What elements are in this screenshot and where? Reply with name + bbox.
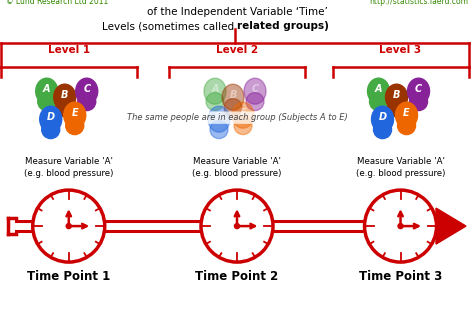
Ellipse shape: [208, 106, 230, 132]
Circle shape: [66, 116, 84, 135]
Text: © Lund Research Ltd 2011: © Lund Research Ltd 2011: [6, 0, 108, 6]
Text: Level 1: Level 1: [48, 45, 90, 55]
Circle shape: [374, 121, 392, 138]
Circle shape: [410, 93, 428, 111]
Circle shape: [210, 121, 228, 138]
Text: E: E: [403, 108, 410, 118]
Text: D: D: [46, 112, 55, 122]
Circle shape: [42, 121, 60, 138]
Text: The same people are in each group (Subjects A to E): The same people are in each group (Subje…: [127, 113, 347, 122]
Ellipse shape: [408, 78, 429, 104]
Circle shape: [234, 116, 252, 135]
Ellipse shape: [222, 84, 244, 110]
Text: E: E: [72, 108, 78, 118]
Ellipse shape: [204, 78, 226, 104]
Polygon shape: [436, 208, 466, 244]
Circle shape: [66, 224, 71, 229]
Text: Level 3: Level 3: [380, 45, 421, 55]
Ellipse shape: [244, 78, 266, 104]
Text: B: B: [229, 90, 237, 100]
Ellipse shape: [385, 84, 408, 110]
Text: Levels (sometimes called: Levels (sometimes called: [101, 21, 237, 31]
Circle shape: [370, 93, 388, 111]
Text: Measure Variable 'A'
(e.g. blood pressure): Measure Variable 'A' (e.g. blood pressur…: [356, 157, 445, 178]
Circle shape: [365, 190, 437, 262]
Circle shape: [33, 190, 105, 262]
Circle shape: [224, 99, 242, 116]
Text: C: C: [251, 84, 258, 94]
Text: of the Independent Variable ‘Time’: of the Independent Variable ‘Time’: [146, 7, 328, 17]
Circle shape: [235, 224, 239, 229]
Ellipse shape: [232, 102, 254, 128]
Text: A: A: [211, 84, 219, 94]
Text: Time Point 1: Time Point 1: [27, 270, 110, 283]
Circle shape: [246, 93, 264, 111]
Circle shape: [398, 116, 416, 135]
Ellipse shape: [64, 102, 86, 128]
Text: A: A: [43, 84, 50, 94]
Text: Measure Variable 'A'
(e.g. blood pressure): Measure Variable 'A' (e.g. blood pressur…: [24, 157, 113, 178]
Ellipse shape: [372, 106, 393, 132]
Text: Measure Variable 'A'
(e.g. blood pressure): Measure Variable 'A' (e.g. blood pressur…: [192, 157, 282, 178]
Text: related groups): related groups): [237, 21, 329, 31]
Circle shape: [201, 190, 273, 262]
Text: A: A: [375, 84, 382, 94]
Circle shape: [38, 93, 56, 111]
Circle shape: [398, 224, 403, 229]
Ellipse shape: [367, 78, 390, 104]
Ellipse shape: [395, 102, 418, 128]
Ellipse shape: [54, 84, 76, 110]
Text: B: B: [393, 90, 400, 100]
Circle shape: [388, 99, 406, 116]
Ellipse shape: [36, 78, 58, 104]
Ellipse shape: [40, 106, 62, 132]
Circle shape: [78, 93, 96, 111]
Text: E: E: [240, 108, 246, 118]
Text: B: B: [61, 90, 68, 100]
Text: Level 2: Level 2: [216, 45, 258, 55]
Text: Time Point 2: Time Point 2: [195, 270, 279, 283]
Circle shape: [206, 93, 224, 111]
Text: D: D: [378, 112, 387, 122]
Text: Time Point 3: Time Point 3: [359, 270, 442, 283]
Text: http://statistics.laerd.com: http://statistics.laerd.com: [369, 0, 468, 6]
Ellipse shape: [76, 78, 98, 104]
Circle shape: [56, 99, 74, 116]
Text: D: D: [215, 112, 223, 122]
Text: C: C: [83, 84, 90, 94]
Text: C: C: [415, 84, 422, 94]
